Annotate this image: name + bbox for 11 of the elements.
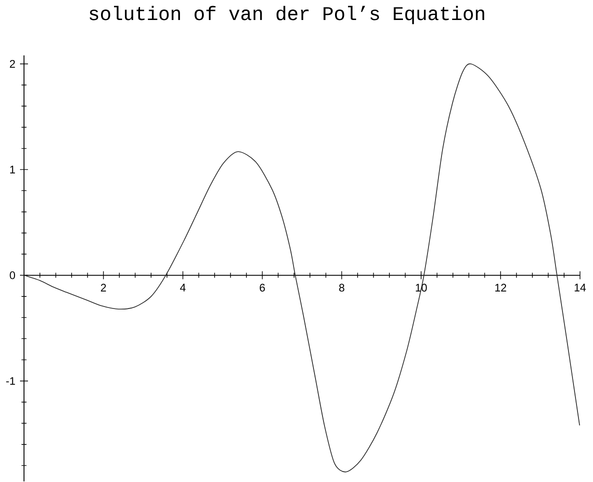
x-tick-label: 4 (180, 284, 186, 292)
x-tick-label: 8 (339, 284, 344, 292)
x-tick-label: 2 (100, 284, 106, 292)
x-tick-label: 14 (574, 284, 586, 292)
y-tick-label: 1 (10, 166, 15, 174)
y-tick-label: 2 (10, 60, 15, 68)
chart-title: solution of van der Pol’s Equation (90, 6, 484, 24)
y-tick-label: -1 (6, 377, 15, 385)
y-tick-label: 0 (10, 271, 16, 280)
x-tick-label: 12 (495, 284, 506, 292)
x-tick-label: 6 (260, 284, 265, 292)
